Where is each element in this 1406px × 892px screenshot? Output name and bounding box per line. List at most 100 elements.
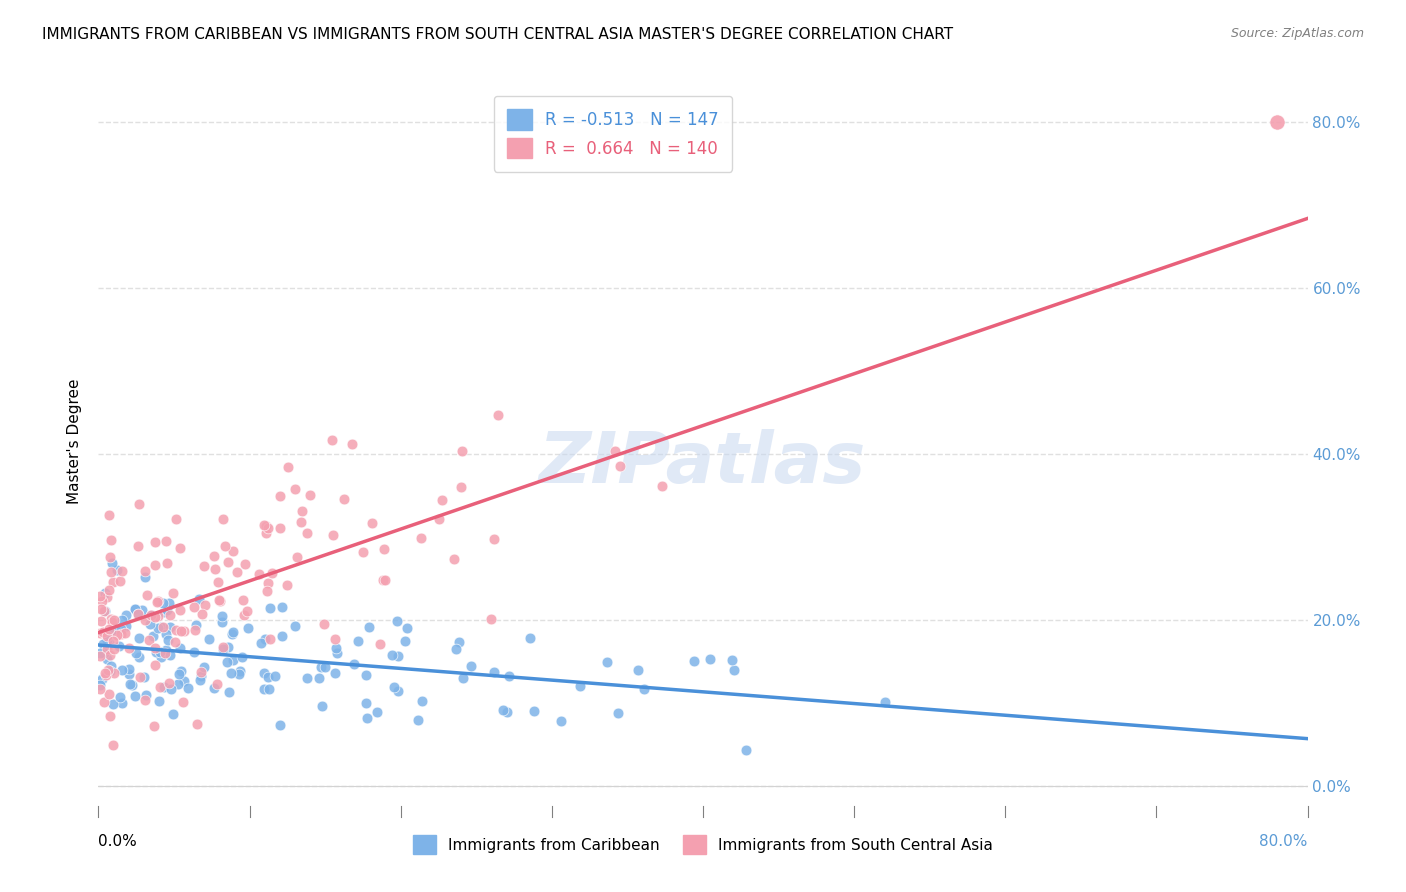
- Point: [354, 668, 377, 682]
- Point: [259, 632, 281, 647]
- Point: [207, 574, 229, 589]
- Point: [96, 590, 118, 604]
- Point: [411, 532, 433, 546]
- Point: [91, 636, 114, 650]
- Point: [146, 609, 169, 624]
- Point: [254, 518, 277, 533]
- Point: [91, 673, 114, 687]
- Point: [96, 642, 118, 657]
- Point: [231, 650, 253, 665]
- Point: [209, 594, 232, 608]
- Point: [105, 628, 128, 642]
- Point: [149, 645, 172, 659]
- Point: [721, 653, 744, 667]
- Point: [229, 664, 252, 678]
- Point: [492, 703, 515, 717]
- Point: [138, 633, 160, 648]
- Point: [257, 670, 280, 684]
- Point: [309, 659, 332, 673]
- Text: IMMIGRANTS FROM CARIBBEAN VS IMMIGRANTS FROM SOUTH CENTRAL ASIA MASTER'S DEGREE : IMMIGRANTS FROM CARIBBEAN VS IMMIGRANTS …: [42, 27, 953, 42]
- Point: [134, 693, 156, 707]
- Point: [100, 565, 122, 579]
- Point: [131, 603, 153, 617]
- Point: [134, 614, 156, 628]
- Point: [124, 602, 146, 616]
- Point: [430, 493, 453, 508]
- Point: [101, 697, 124, 711]
- Point: [221, 625, 243, 640]
- Point: [128, 631, 150, 645]
- Point: [89, 648, 111, 663]
- Point: [269, 717, 291, 731]
- Point: [93, 604, 115, 618]
- Point: [139, 616, 162, 631]
- Point: [96, 632, 118, 647]
- Point: [162, 706, 184, 721]
- Point: [269, 521, 291, 535]
- Point: [295, 526, 318, 541]
- Point: [550, 714, 572, 729]
- Point: [202, 681, 225, 695]
- Point: [568, 679, 591, 693]
- Point: [124, 689, 146, 703]
- Point: [222, 653, 245, 667]
- Point: [172, 695, 194, 709]
- Point: [297, 671, 319, 685]
- Point: [162, 586, 184, 600]
- Point: [212, 642, 235, 657]
- Point: [155, 643, 177, 657]
- Point: [260, 566, 283, 580]
- Point: [271, 630, 294, 644]
- Point: [103, 738, 125, 752]
- Point: [103, 641, 125, 656]
- Point: [387, 648, 409, 663]
- Point: [734, 742, 756, 756]
- Point: [89, 681, 111, 696]
- Point: [357, 620, 380, 634]
- Point: [254, 632, 277, 646]
- Point: [165, 624, 187, 638]
- Point: [108, 574, 131, 588]
- Point: [120, 677, 142, 691]
- Point: [256, 521, 278, 535]
- Point: [89, 678, 111, 692]
- Point: [235, 557, 257, 571]
- Point: [247, 566, 270, 581]
- Point: [96, 629, 118, 643]
- Point: [97, 622, 120, 636]
- Point: [96, 663, 118, 677]
- Text: 0.0%: 0.0%: [98, 834, 138, 849]
- Point: [90, 593, 112, 607]
- Text: 80.0%: 80.0%: [1260, 834, 1308, 849]
- Point: [212, 640, 235, 654]
- Point: [188, 673, 211, 687]
- Point: [98, 708, 121, 723]
- Point: [449, 635, 471, 649]
- Point: [135, 588, 157, 602]
- Point: [606, 706, 628, 721]
- Point: [110, 627, 132, 641]
- Point: [217, 640, 239, 655]
- Point: [108, 690, 131, 704]
- Point: [121, 678, 143, 692]
- Point: [90, 614, 112, 628]
- Point: [342, 437, 364, 451]
- Point: [257, 681, 280, 696]
- Point: [90, 602, 112, 616]
- Point: [256, 583, 278, 598]
- Point: [111, 696, 134, 710]
- Point: [285, 550, 308, 565]
- Point: [100, 615, 122, 629]
- Point: [198, 632, 221, 646]
- Point: [427, 512, 450, 526]
- Point: [98, 664, 121, 678]
- Point: [169, 641, 191, 656]
- Point: [235, 604, 257, 618]
- Point: [190, 665, 212, 679]
- Point: [93, 625, 115, 640]
- Point: [299, 487, 322, 501]
- Point: [519, 631, 541, 645]
- Y-axis label: Master's Degree: Master's Degree: [67, 379, 83, 504]
- Point: [150, 650, 173, 665]
- Point: [211, 512, 233, 526]
